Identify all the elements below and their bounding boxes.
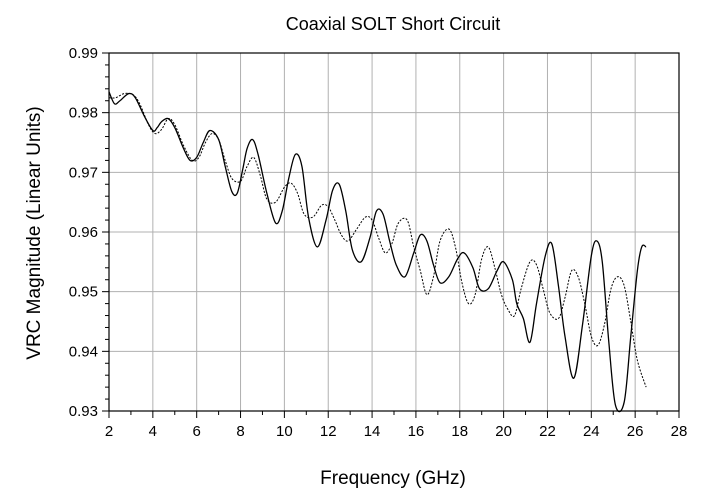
x-tick-label: 2 [105,423,113,440]
x-tick-label: 12 [320,423,337,440]
y-tick-label: 0.95 [69,284,98,301]
x-tick-label: 6 [193,423,201,440]
x-tick-label: 4 [149,423,157,440]
y-tick-label: 0.97 [69,164,98,181]
axes [102,52,680,418]
x-tick-label: 14 [364,423,381,440]
series-group [108,91,647,413]
y-tick-label: 0.93 [69,403,98,420]
y-tick-label: 0.98 [69,105,98,122]
x-tick-label: 8 [236,423,244,440]
x-tick-label: 22 [539,423,556,440]
tick-labels: 2 4 6 8 10 12 14 16 18 20 22 24 26 280.930.940.950.96… [69,45,688,440]
x-tick-label: 16 [408,423,425,440]
y-tick-label: 0.99 [69,45,98,62]
chart-title: Coaxial SOLT Short Circuit [286,14,500,34]
y-tick-label: 0.96 [69,224,98,241]
series-line-dotted [108,92,647,388]
x-tick-label: 10 [276,423,293,440]
x-tick-label: 18 [451,423,468,440]
x-axis-title: Frequency (GHz) [320,468,466,489]
x-tick-label: 28 [671,423,688,440]
y-axis-title: VRC Magnitude (Linear Units) [24,106,45,359]
x-tick-label: 24 [583,423,600,440]
y-tick-label: 0.94 [69,343,98,360]
x-tick-label: 26 [627,423,644,440]
grid [109,53,679,411]
plot-frame [108,52,680,412]
x-tick-label: 20 [495,423,512,440]
series-line-solid [108,91,647,413]
